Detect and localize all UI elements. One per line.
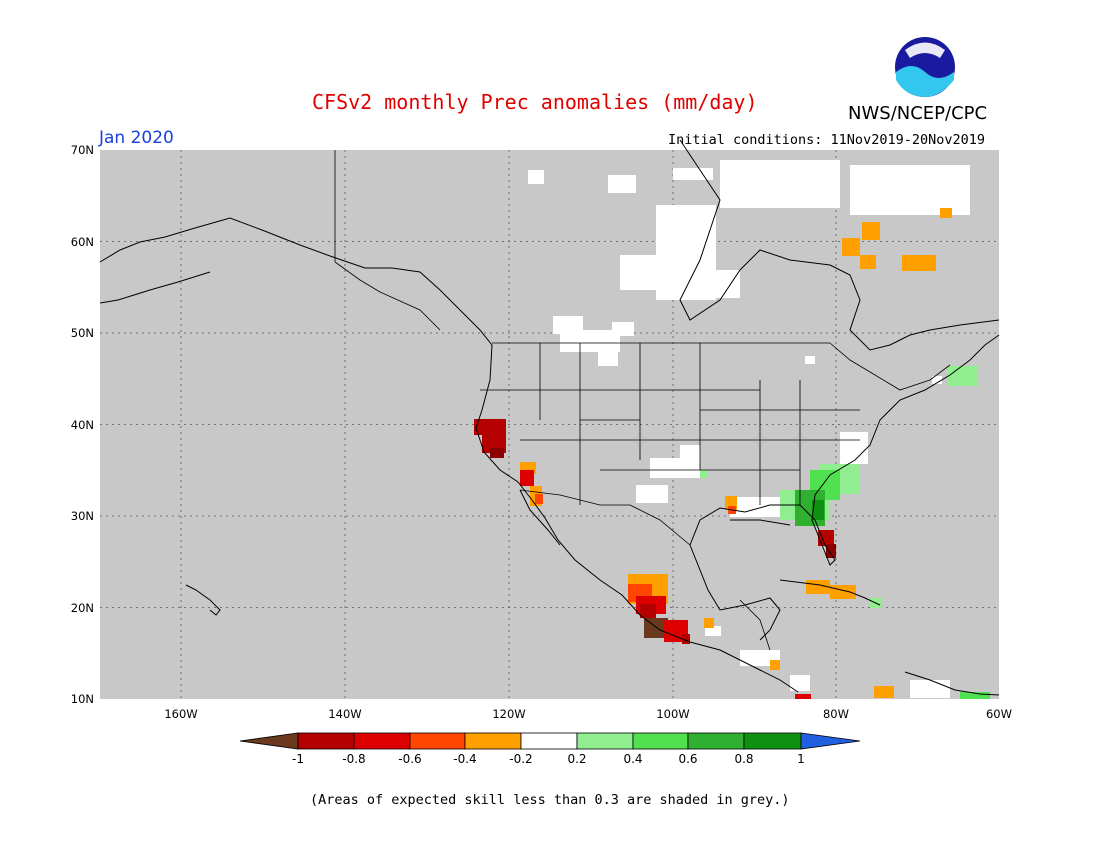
- lat-label-30n: 30N: [70, 509, 94, 523]
- colorbar-label: 0.2: [567, 752, 587, 766]
- borders: [334, 150, 951, 651]
- lon-label-120w: 120W: [492, 707, 526, 721]
- lat-label-10n: 10N: [70, 692, 94, 706]
- colorbar-label: 0.4: [623, 752, 643, 766]
- forecast-month: Jan 2020: [99, 128, 174, 148]
- colorbar-label: -1: [292, 752, 304, 766]
- map-title: CFSv2 monthly Prec anomalies (mm/day): [312, 90, 758, 114]
- initial-conditions: Initial conditions: 11Nov2019-20Nov2019: [668, 132, 985, 148]
- colorbar-label: 0.6: [678, 752, 698, 766]
- colorbar-label: 1: [797, 752, 805, 766]
- colorbar-label: -0.8: [342, 752, 366, 766]
- near-normal-areas: [528, 160, 970, 698]
- colorbar-label: -0.6: [398, 752, 422, 766]
- lat-label-60n: 60N: [70, 235, 94, 249]
- lat-label-40n: 40N: [70, 418, 94, 432]
- lon-label-160w: 160W: [164, 707, 198, 721]
- colorbar-label: -0.4: [453, 752, 477, 766]
- lat-label-50n: 50N: [70, 326, 94, 340]
- lon-label-60w: 60W: [985, 707, 1012, 721]
- lat-label-20n: 20N: [70, 601, 94, 615]
- colorbar: [239, 732, 861, 750]
- lon-label-80w: 80W: [822, 707, 849, 721]
- noaa-logo: [895, 37, 955, 97]
- agency-label: NWS/NCEP/CPC: [848, 103, 988, 124]
- lon-label-100w: 100W: [656, 707, 690, 721]
- colorbar-label: -0.2: [509, 752, 533, 766]
- skill-note: (Areas of expected skill less than 0.3 a…: [310, 792, 790, 808]
- lat-label-70n: 70N: [70, 143, 94, 157]
- colorbar-label: 0.8: [734, 752, 754, 766]
- lon-label-140w: 140W: [328, 707, 362, 721]
